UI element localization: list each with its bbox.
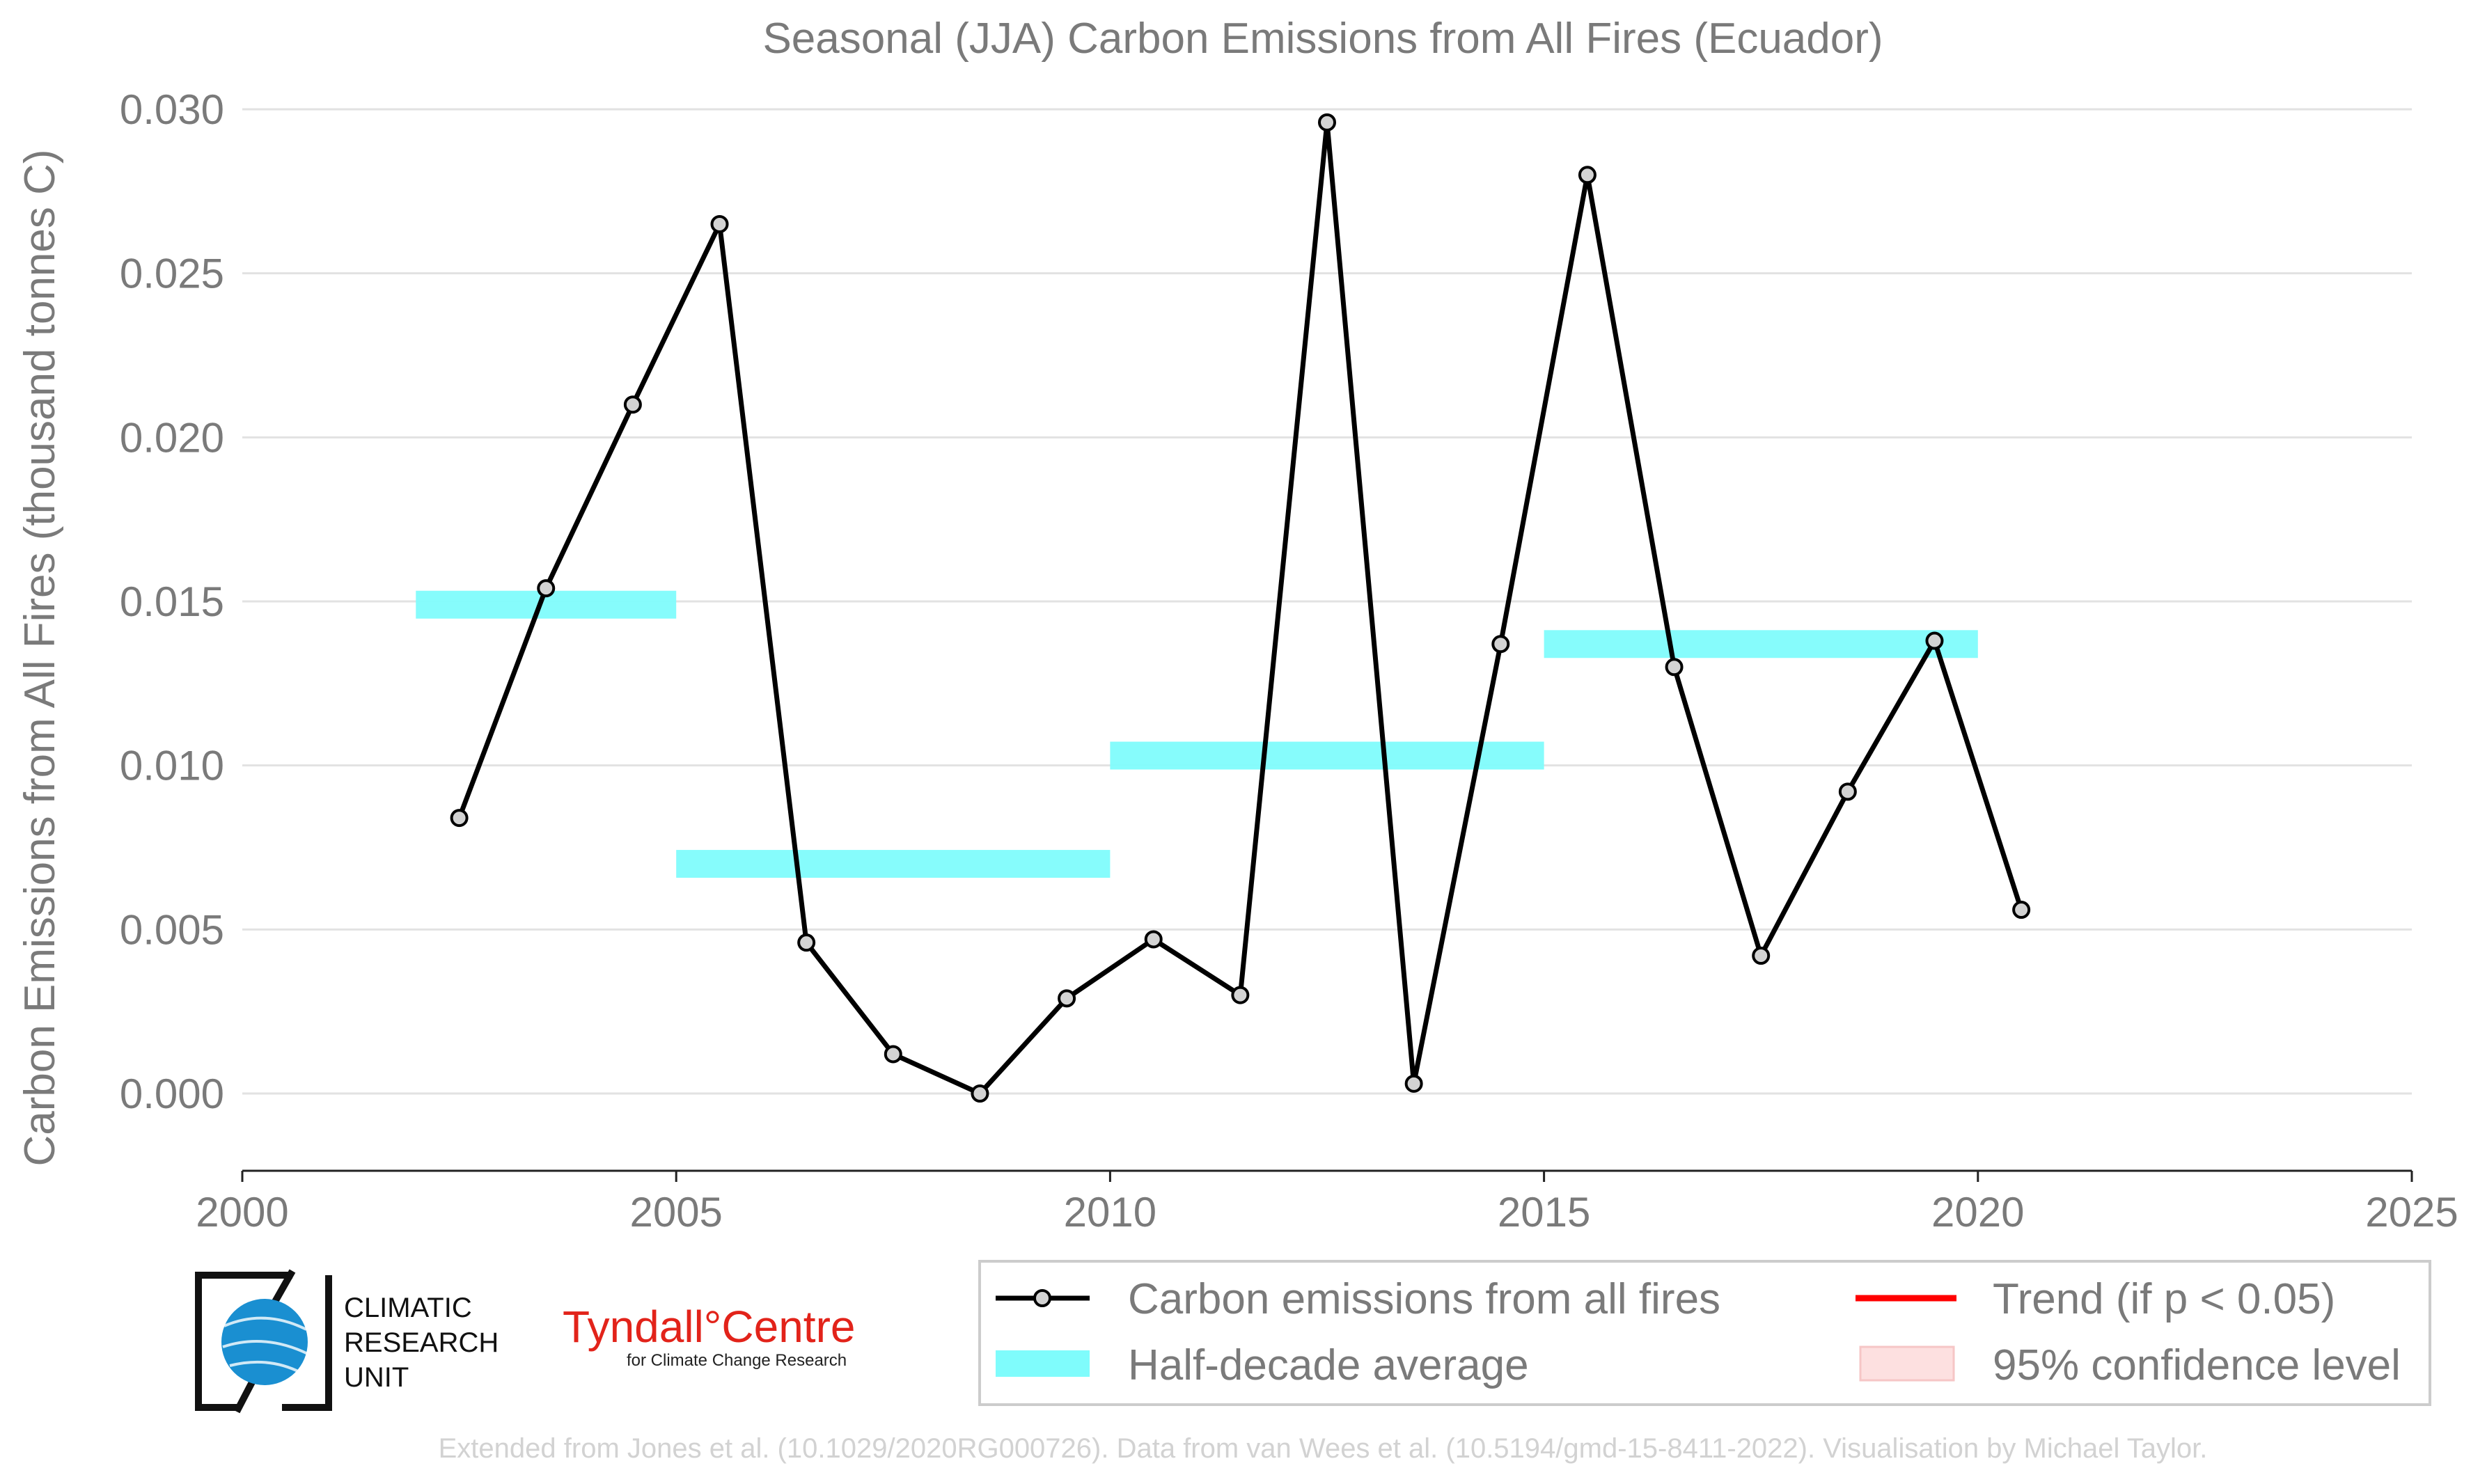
data-point bbox=[1925, 631, 1944, 650]
tyndall-logo: Tyndall°Centre for Climate Change Resear… bbox=[563, 1302, 855, 1370]
y-tick-label: 0.015 bbox=[120, 578, 224, 625]
x-tick-label: 2025 bbox=[2365, 1189, 2458, 1236]
legend-swatch-emissions-marker bbox=[1033, 1289, 1051, 1307]
data-point bbox=[623, 395, 642, 414]
tyndall-logo-main: Tyndall°Centre bbox=[563, 1302, 855, 1352]
cru-logo-line2: RESEARCH bbox=[344, 1327, 499, 1358]
cru-logo-slash bbox=[233, 1269, 296, 1414]
y-tick-label: 0.030 bbox=[120, 86, 224, 133]
data-point bbox=[1231, 986, 1250, 1004]
y-tick-label: 0.020 bbox=[120, 414, 224, 461]
chart-title: Seasonal (JJA) Carbon Emissions from All… bbox=[762, 15, 1883, 63]
data-point bbox=[1491, 635, 1510, 654]
data-point bbox=[1404, 1074, 1423, 1093]
y-axis-label: Carbon Emissions from All Fires (thousan… bbox=[16, 149, 64, 1166]
data-point bbox=[971, 1084, 989, 1103]
data-point bbox=[1578, 166, 1597, 184]
data-point bbox=[1318, 113, 1336, 132]
data-point bbox=[537, 579, 556, 598]
legend-label-confidence: 95% confidence level bbox=[1993, 1341, 2401, 1389]
x-tick-label: 2005 bbox=[629, 1189, 722, 1236]
cru-logo-frame bbox=[195, 1272, 332, 1411]
y-axis-ticks: 0.000 0.005 0.010 0.015 0.020 0.025 0.030 bbox=[120, 86, 224, 1117]
data-point bbox=[2012, 901, 2031, 919]
data-point bbox=[1665, 658, 1684, 677]
x-tick-label: 2020 bbox=[1931, 1189, 2024, 1236]
globe-icon-lines bbox=[222, 1316, 308, 1374]
y-tick-label: 0.025 bbox=[120, 251, 224, 297]
x-tick-label: 2000 bbox=[196, 1189, 288, 1236]
x-tick-label: 2010 bbox=[1064, 1189, 1156, 1236]
half-decade-bar bbox=[676, 850, 1111, 878]
data-point bbox=[1144, 930, 1163, 949]
cru-logo: CLIMATIC RESEARCH UNIT bbox=[195, 1269, 499, 1414]
cru-logo-line3: UNIT bbox=[344, 1362, 409, 1393]
legend: Carbon emissions from all fires Trend (i… bbox=[978, 1260, 2431, 1406]
y-tick-label: 0.005 bbox=[120, 906, 224, 953]
legend-box bbox=[978, 1260, 2431, 1406]
data-markers bbox=[450, 113, 2031, 1103]
cru-logo-line1: CLIMATIC bbox=[344, 1293, 472, 1323]
half-decade-bar bbox=[1110, 741, 1544, 770]
data-point bbox=[1752, 947, 1771, 965]
data-point bbox=[710, 214, 729, 233]
y-tick-label: 0.000 bbox=[120, 1071, 224, 1117]
data-point bbox=[884, 1045, 902, 1064]
legend-label-trend: Trend (if p < 0.05) bbox=[1993, 1275, 2335, 1323]
tyndall-logo-sub: for Climate Change Research bbox=[627, 1351, 847, 1370]
legend-label-half-decade: Half-decade average bbox=[1128, 1341, 1529, 1389]
data-point bbox=[450, 809, 469, 828]
data-point bbox=[797, 933, 816, 952]
x-tick-label: 2015 bbox=[1498, 1189, 1590, 1236]
data-point bbox=[1838, 782, 1857, 801]
half-decade-bar bbox=[1544, 630, 1978, 658]
y-tick-label: 0.010 bbox=[120, 743, 224, 789]
legend-swatch-half-decade bbox=[996, 1350, 1090, 1377]
data-point bbox=[1058, 989, 1076, 1008]
legend-swatch-confidence bbox=[1859, 1345, 1955, 1382]
x-axis-ticks: 2000 2005 2010 2015 2020 2025 bbox=[196, 1171, 2458, 1236]
credit-text: Extended from Jones et al. (10.1029/2020… bbox=[439, 1433, 2208, 1464]
legend-label-emissions: Carbon emissions from all fires bbox=[1128, 1275, 1720, 1323]
